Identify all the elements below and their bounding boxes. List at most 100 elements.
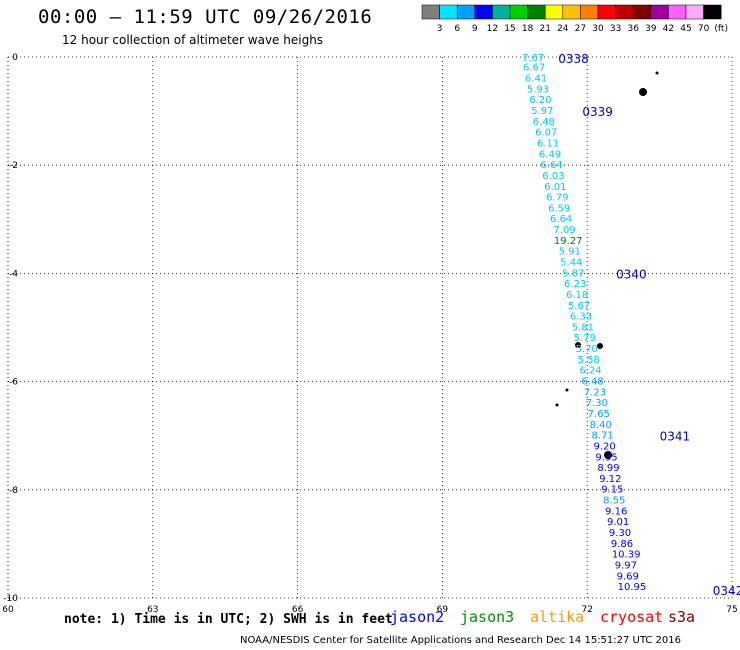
satellite-jason2: jason2 — [390, 608, 445, 626]
color-scale-label: 21 — [539, 24, 550, 34]
y-tick-label: -10 — [3, 594, 18, 604]
color-scale-label: 27 — [575, 24, 586, 34]
swh-value-label: 19.27 — [554, 236, 583, 247]
swh-value-label: 6.41 — [525, 74, 547, 85]
island-icon — [604, 451, 612, 459]
swh-value-label: 6.49 — [539, 149, 561, 160]
swh-value-label: 9.35 — [595, 452, 617, 463]
track-time-label: 0338 — [558, 52, 589, 66]
swh-value-label: 6.01 — [544, 182, 566, 193]
swh-value-label: 6.03 — [542, 171, 564, 182]
color-scale-label: 42 — [663, 24, 674, 34]
island-icon — [575, 342, 581, 348]
swh-value-label: 9.12 — [599, 474, 621, 485]
swh-value-label: 6.23 — [564, 279, 586, 290]
swh-value-label: 6.67 — [523, 63, 545, 74]
island-icon — [639, 88, 647, 96]
y-tick-label: -2 — [9, 161, 18, 171]
footer-credit: NOAA/NESDIS Center for Satellite Applica… — [240, 635, 682, 646]
color-scale-label: 30 — [592, 24, 604, 34]
swh-value-label: 7.23 — [584, 387, 606, 398]
island-icon — [597, 343, 603, 349]
swh-value-label: 9.69 — [617, 571, 639, 582]
color-scale-label: 12 — [487, 24, 498, 34]
swh-value-label: 5.58 — [578, 355, 600, 366]
swh-value-label: 5.79 — [574, 333, 596, 344]
color-scale-legend: 3 6 9 12 15 18 21 24 27 30 33 36 39 42 45 70 (ft) — [421, 4, 728, 34]
swh-value-label: 9.20 — [593, 441, 615, 452]
y-tick-label: -6 — [9, 378, 18, 388]
swh-value-label: 6.07 — [535, 128, 557, 139]
swh-value-label: 6.48 — [581, 377, 603, 388]
swh-value-label: 5.97 — [531, 106, 553, 117]
color-scale-label: 36 — [627, 24, 639, 34]
color-scale-label: 3 — [437, 24, 443, 34]
x-tick-label: 72 — [581, 605, 592, 615]
swh-value-label: 5.44 — [560, 257, 582, 268]
x-tick-label: 66 — [292, 605, 304, 615]
color-scale-label: 24 — [557, 24, 569, 34]
swh-value-label: 5.91 — [559, 247, 581, 258]
swh-value-label: 9.30 — [609, 528, 631, 539]
swh-value-label: 6.24 — [579, 366, 601, 377]
x-tick-label: 63 — [147, 605, 158, 615]
color-scale-label: 33 — [610, 24, 621, 34]
swh-value-label: 5.70 — [576, 344, 598, 355]
color-scale-label: 6 — [454, 24, 460, 34]
y-tick-label: -4 — [9, 269, 18, 279]
swh-value-label: 5.81 — [572, 322, 594, 333]
x-tick-label: 69 — [437, 605, 449, 615]
color-scale-label: 15 — [504, 24, 515, 34]
track-time-label: 0341 — [660, 430, 691, 444]
swh-value-label: 5.87 — [562, 268, 584, 279]
swh-value-label: 6.64 — [550, 214, 572, 225]
swh-value-label: 6.64 — [540, 160, 562, 171]
swh-value-label: 7.67 — [522, 53, 544, 64]
satellite-cryosat: cryosat — [600, 608, 664, 626]
y-tick-label: 0 — [12, 53, 18, 63]
swh-value-label: 8.55 — [603, 496, 625, 507]
swh-value-label: 9.97 — [615, 560, 637, 571]
island-icon — [555, 403, 559, 407]
color-swatch — [703, 4, 722, 20]
swh-value-label: 9.15 — [601, 485, 623, 496]
y-tick-label: -8 — [9, 486, 18, 496]
color-scale-label: 39 — [645, 24, 657, 34]
swh-value-label: 6.59 — [548, 203, 570, 214]
swh-value-label: 6.20 — [529, 95, 551, 106]
color-scale-label: (ft) — [714, 24, 728, 34]
color-scale-label: 18 — [522, 24, 534, 34]
color-scale-label: 70 — [698, 24, 710, 34]
satellite-jason3: jason3 — [460, 608, 515, 626]
swh-value-label: 6.33 — [570, 312, 592, 323]
swh-value-label: 6.79 — [546, 193, 568, 204]
satellite-altika: altika — [530, 608, 585, 626]
island-icon — [565, 388, 569, 392]
x-tick-label: 75 — [726, 605, 737, 615]
map-subtitle: 12 hour collection of altimeter wave hei… — [62, 33, 324, 47]
note-text: note: 1) Time is in UTC; 2) SWH is in fe… — [64, 612, 393, 627]
swh-value-label: 5.93 — [527, 84, 549, 95]
x-tick-label: 60 — [2, 605, 14, 615]
swh-value-label: 10.39 — [612, 550, 641, 561]
color-scale-label: 45 — [680, 24, 691, 34]
island-icon — [655, 71, 659, 75]
swh-value-label: 9.01 — [607, 517, 629, 528]
swh-value-label: 7.65 — [588, 409, 610, 420]
swh-value-label: 7.09 — [553, 225, 575, 236]
swh-value-label: 8.40 — [590, 420, 612, 431]
swh-value-label: 8.71 — [592, 431, 614, 442]
satellite-s3a: s3a — [668, 608, 696, 626]
swh-value-label: 8.99 — [597, 463, 619, 474]
swh-value-label: 9.16 — [605, 506, 627, 517]
swh-value-label: 6.48 — [533, 117, 555, 128]
map-title: 00:00 – 11:59 UTC 09/26/2016 — [38, 6, 373, 28]
track-time-label: 0342 — [713, 584, 740, 598]
swh-value-label: 10.95 — [618, 582, 647, 593]
track-time-label: 0340 — [616, 267, 647, 281]
swh-value-label: 6.11 — [537, 138, 559, 149]
swh-value-label: 6.18 — [566, 290, 588, 301]
track-time-label: 0339 — [582, 105, 613, 119]
color-scale-label: 9 — [472, 24, 478, 34]
